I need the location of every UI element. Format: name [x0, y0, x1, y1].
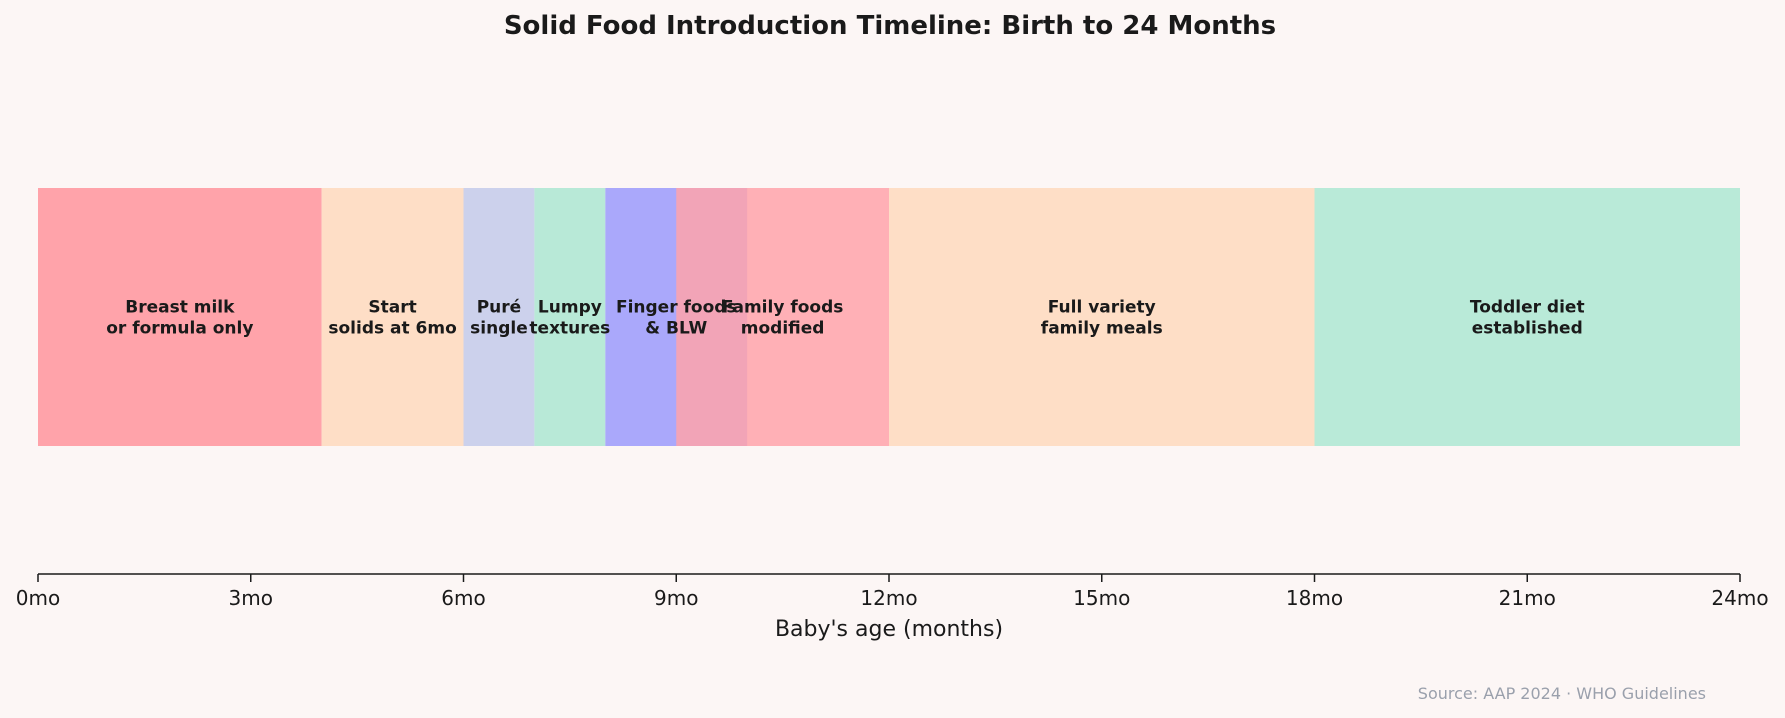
timeline-segment-label-line: solids at 6mo	[328, 319, 456, 339]
timeline-segment-label: Breast milk or formula only	[106, 298, 253, 339]
source-note: Source: AAP 2024 · WHO Guidelines	[1418, 684, 1706, 703]
timeline-segment-label-line: family meals	[1041, 319, 1163, 339]
timeline-segment-label: Start solids at 6mo	[328, 298, 456, 339]
x-tick-label: 3mo	[229, 586, 273, 610]
timeline-segment-bar	[889, 188, 1315, 446]
timeline-segment-label-line: Full variety	[1048, 298, 1156, 318]
timeline-segment-bar	[676, 188, 889, 446]
chart-title: Solid Food Introduction Timeline: Birth …	[504, 11, 1276, 41]
timeline-segment-label: Finger foods & BLW	[616, 298, 737, 339]
timeline-segment-bar	[321, 188, 464, 446]
x-tick-label: 9mo	[654, 586, 698, 610]
timeline-segment-bar	[463, 188, 535, 446]
timeline-segment-label-line: or formula only	[106, 319, 253, 339]
segment-labels: Breast milk or formula only Start solids at…	[106, 298, 1584, 339]
timeline-segment-label: Toddler diet established	[1470, 298, 1585, 339]
timeline-segment-label-line: Finger foods	[616, 298, 737, 318]
timeline-segment-label: Lumpy textures	[529, 298, 610, 339]
timeline-segment-label-line: Start	[368, 298, 416, 318]
timeline-segment-label: Puré single	[470, 298, 528, 339]
x-tick-label: 21mo	[1499, 586, 1556, 610]
timeline-segment-label: Full variety family meals	[1041, 298, 1163, 339]
timeline-segment-bar	[534, 188, 606, 446]
timeline-segments	[38, 188, 1740, 446]
timeline-segment-label: Family foods modified	[722, 298, 844, 339]
timeline-segment-label-line: textures	[529, 319, 610, 339]
x-tick-label: 18mo	[1286, 586, 1343, 610]
x-tick-label: 24mo	[1711, 586, 1768, 610]
timeline-segment-label-line: modified	[741, 319, 825, 339]
timeline-segment-bar	[1314, 188, 1740, 446]
x-tick-label: 12mo	[860, 586, 917, 610]
timeline-segment-label-line: Breast milk	[125, 298, 235, 318]
timeline-segment-label-line: Family foods	[722, 298, 844, 318]
timeline-segment-label-line: Toddler diet	[1470, 298, 1585, 318]
x-tick-label: 6mo	[441, 586, 485, 610]
timeline-segment-label-line: & BLW	[645, 319, 707, 339]
x-axis-ticks: 0mo 3mo 6mo 9mo 12mo 15mo 18mo 21mo 24mo	[16, 574, 1769, 610]
timeline-segment-label-line: Puré	[477, 298, 521, 318]
x-tick-label: 0mo	[16, 586, 60, 610]
x-tick-label: 15mo	[1073, 586, 1130, 610]
timeline-segment-bar	[38, 188, 322, 446]
timeline-segment-label-line: established	[1472, 319, 1583, 339]
timeline-segment-label-line: Lumpy	[538, 298, 602, 318]
x-axis-label: Baby's age (months)	[775, 617, 1003, 642]
timeline-segment-label-line: single	[470, 319, 528, 339]
